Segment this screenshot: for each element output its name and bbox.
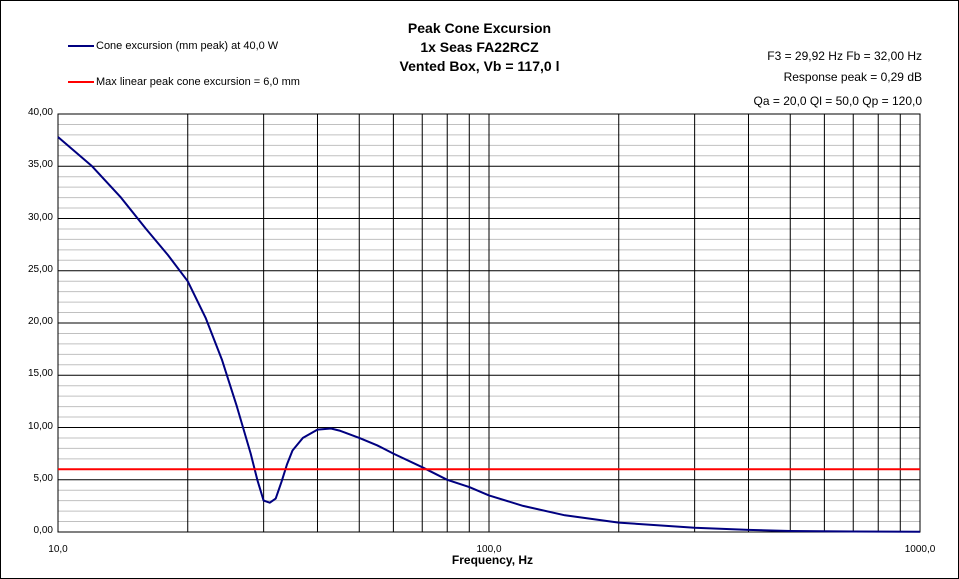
y-tick-label: 10,00	[27, 420, 53, 432]
y-tick-label: 0,00	[33, 525, 53, 536]
series-line-0	[57, 136, 921, 533]
chart-title-line-3: Vented Box, Vb = 117,0 l	[399, 58, 560, 74]
legend-swatch-cone-excursion	[68, 45, 94, 48]
info-response-peak: Response peak = 0,29 dB	[783, 70, 922, 84]
y-tick-label: 5,00	[33, 472, 53, 484]
legend-label-cone-excursion: Cone excursion (mm peak) at 40,0 W	[96, 40, 279, 52]
x-tick-label: 1000,0	[904, 544, 936, 555]
y-tick-label: 30,00	[27, 211, 53, 223]
legend-label-max-linear: Max linear peak cone excursion = 6,0 mm	[96, 76, 300, 88]
info-q-values: Qa = 20,0 Ql = 50,0 Qp = 120,0	[753, 94, 922, 108]
info-f3-fb: F3 = 29,92 Hz Fb = 32,00 Hz	[767, 49, 922, 63]
legend-item-max-linear: Max linear peak cone excursion = 6,0 mm	[68, 76, 300, 90]
x-axis-label: Frequency, Hz	[451, 553, 534, 567]
chart-title-line-1: Peak Cone Excursion	[407, 20, 552, 36]
y-tick-label: 25,00	[27, 263, 53, 275]
legend-item-cone-excursion: Cone excursion (mm peak) at 40,0 W	[68, 40, 278, 54]
y-tick-label: 35,00	[27, 159, 53, 171]
chart-title-line-2: 1x Seas FA22RCZ	[420, 39, 539, 55]
y-tick-label: 20,00	[27, 316, 53, 327]
plot-border	[57, 113, 921, 533]
y-tick-label: 15,00	[27, 368, 53, 380]
x-tick-label: 10,0	[48, 544, 68, 555]
legend-swatch-max-linear	[68, 81, 94, 84]
x-tick-label: 100,0	[476, 544, 502, 555]
y-tick-label: 40,00	[27, 107, 53, 118]
